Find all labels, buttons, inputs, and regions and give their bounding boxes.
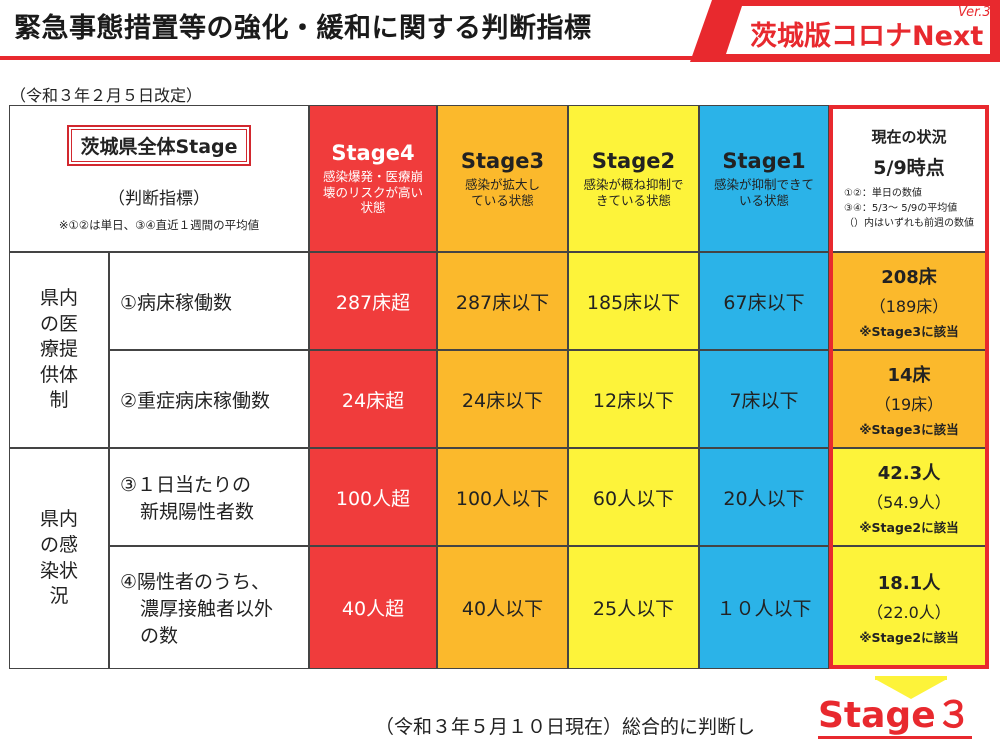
r4-stage2-value: 25人以下 bbox=[592, 598, 675, 620]
r4-stage3: 40人以下 bbox=[437, 546, 568, 669]
current-note-1: ①②：単日の数値 bbox=[844, 188, 922, 199]
r4-stage1-value: １０人以下 bbox=[716, 598, 812, 620]
r3-current: 42.3人 （54.9人） ※Stage2に該当 bbox=[829, 448, 989, 546]
r4-stage1: １０人以下 bbox=[699, 546, 829, 669]
current-status-notes: ①②：単日の数値 ③④：5/3～ 5/9の平均値 （）内はいずれも前週の数値 bbox=[844, 186, 974, 231]
r3-stage4: 100人超 bbox=[309, 448, 437, 546]
r2-stage4-value: 24床超 bbox=[341, 389, 405, 412]
criteria-note: ※①②は単日、③④直近１週間の平均値 bbox=[58, 217, 260, 232]
r2-status-tag: ※Stage3に該当 bbox=[859, 421, 959, 437]
stage4-header: Stage4 感染爆発・医療崩壊のリスクが高い状態 bbox=[309, 105, 437, 252]
indicator-3-line2: 新規陽性者数 bbox=[140, 501, 255, 523]
r2-current-value: 14床 bbox=[887, 364, 931, 386]
indicator-2-label: ②重症病床稼働数 bbox=[120, 389, 271, 412]
down-arrow-icon bbox=[875, 679, 947, 699]
r2-current: 14床 （19床） ※Stage3に該当 bbox=[829, 350, 989, 448]
r1-stage2: 185床以下 bbox=[568, 252, 699, 350]
indicator-4-line3: の数 bbox=[140, 625, 179, 647]
r3-stage4-value: 100人超 bbox=[335, 487, 411, 510]
brand-banner: 茨城版コロナNext Ver.3 bbox=[690, 0, 1000, 62]
stage4-title: Stage4 bbox=[331, 141, 415, 166]
r1-previous-value: （189床） bbox=[869, 296, 949, 316]
current-note-2: ③④：5/3～ 5/9の平均値 bbox=[844, 203, 958, 214]
group-medical-text: 県内の医療提供体制 bbox=[39, 286, 78, 412]
r2-stage4: 24床超 bbox=[309, 350, 437, 448]
indicator-4-line1: ④陽性者のうち、 bbox=[120, 571, 271, 593]
indicator-row-3: ③１日当たりの 新規陽性者数 bbox=[109, 448, 309, 546]
indicator-3-line1: ③１日当たりの bbox=[120, 474, 252, 496]
stage2-title: Stage2 bbox=[591, 148, 676, 173]
r1-status-tag: ※Stage3に該当 bbox=[859, 323, 959, 339]
stage1-desc: 感染が抑制できている状態 bbox=[714, 176, 815, 208]
r2-stage2-value: 12床以下 bbox=[592, 389, 675, 412]
r4-stage3-value: 40人以下 bbox=[461, 598, 544, 620]
r3-current-value: 42.3人 bbox=[877, 462, 941, 484]
current-status-title: 現在の状況 bbox=[871, 128, 947, 146]
stage1-title: Stage1 bbox=[722, 148, 806, 173]
title-underline bbox=[0, 56, 700, 60]
group-infection-text: 県内の感染状況 bbox=[39, 508, 78, 608]
current-status-header: 現在の状況 5/9時点 ①②：単日の数値 ③④：5/3～ 5/9の平均値 （）内… bbox=[829, 105, 989, 252]
r3-stage2: 60人以下 bbox=[568, 448, 699, 546]
stage3-desc: 感染が拡大している状態 bbox=[464, 176, 540, 208]
stage2-desc: 感染が概ね抑制できている状態 bbox=[583, 176, 684, 208]
r1-stage3-value: 287床以下 bbox=[455, 291, 550, 314]
r1-stage2-value: 185床以下 bbox=[586, 291, 681, 314]
r3-previous-value: （54.9人） bbox=[867, 492, 951, 512]
r2-stage1-value: 7床以下 bbox=[729, 389, 799, 412]
r3-stage1-value: 20人以下 bbox=[723, 487, 805, 510]
r1-stage4: 287床超 bbox=[309, 252, 437, 350]
indicator-4-line2: 濃厚接触者以外 bbox=[140, 598, 274, 620]
r3-stage3-value: 100人以下 bbox=[455, 487, 550, 510]
r1-stage1-value: 67床以下 bbox=[723, 291, 805, 314]
indicator-row-4: ④陽性者のうち、 濃厚接触者以外 の数 bbox=[109, 546, 309, 669]
indicator-row-1: ①病床稼働数 bbox=[109, 252, 309, 350]
r2-stage2: 12床以下 bbox=[568, 350, 699, 448]
r4-previous-value: （22.0人） bbox=[867, 603, 951, 622]
corner-header-cell: 茨城県全体Stage （判断指標） ※①②は単日、③④直近１週間の平均値 bbox=[9, 105, 309, 252]
r4-stage2: 25人以下 bbox=[568, 546, 699, 669]
group-infection-label: 県内の感染状況 bbox=[9, 448, 109, 669]
r4-stage4: 40人超 bbox=[309, 546, 437, 669]
page-title: 緊急事態措置等の強化・緩和に関する判断指標 bbox=[14, 13, 592, 44]
indicator-row-2: ②重症病床稼働数 bbox=[109, 350, 309, 448]
r3-status-tag: ※Stage2に該当 bbox=[859, 519, 959, 535]
current-note-3: （）内はいずれも前週の数値 bbox=[844, 218, 974, 229]
indicator-1-label: ①病床稼働数 bbox=[120, 291, 233, 314]
stage2-header: Stage2 感染が概ね抑制できている状態 bbox=[568, 105, 699, 252]
group-medical-label: 県内の医療提供体制 bbox=[9, 252, 109, 448]
r4-status-tag: ※Stage2に該当 bbox=[859, 630, 959, 645]
conclusion-stage: Stage３ bbox=[818, 696, 972, 739]
brand-name: 茨城版コロナNext bbox=[750, 21, 984, 52]
r2-stage3-value: 24床以下 bbox=[461, 389, 544, 412]
brand-version: Ver.3 bbox=[958, 5, 991, 20]
r1-current: 208床 （189床） ※Stage3に該当 bbox=[829, 252, 989, 350]
r3-stage1: 20人以下 bbox=[699, 448, 829, 546]
r3-stage3: 100人以下 bbox=[437, 448, 568, 546]
revision-note: （令和３年２月５日改定） bbox=[10, 86, 203, 105]
current-status-date: 5/9時点 bbox=[873, 157, 945, 179]
stage3-title: Stage3 bbox=[460, 148, 545, 173]
r3-stage2-value: 60人以下 bbox=[592, 487, 675, 510]
r4-current: 18.1人 （22.0人） ※Stage2に該当 bbox=[829, 546, 989, 669]
r4-current-value: 18.1人 bbox=[877, 573, 941, 594]
r1-stage3: 287床以下 bbox=[437, 252, 568, 350]
prefecture-stage-badge-label: 茨城県全体Stage bbox=[71, 128, 247, 162]
r1-current-value: 208床 bbox=[881, 266, 937, 288]
criteria-label: （判断指標） bbox=[108, 188, 210, 209]
conclusion-text: （令和３年５月１０日現在）総合的に判断し bbox=[375, 716, 756, 738]
down-arrow-top bbox=[875, 676, 947, 680]
stage1-header: Stage1 感染が抑制できている状態 bbox=[699, 105, 829, 252]
r4-stage4-value: 40人超 bbox=[341, 598, 405, 620]
prefecture-stage-badge: 茨城県全体Stage bbox=[67, 124, 251, 166]
r1-stage1: 67床以下 bbox=[699, 252, 829, 350]
r2-previous-value: （19床） bbox=[874, 394, 944, 414]
r2-stage1: 7床以下 bbox=[699, 350, 829, 448]
r1-stage4-value: 287床超 bbox=[335, 291, 411, 314]
r2-stage3: 24床以下 bbox=[437, 350, 568, 448]
brand-white-band bbox=[726, 6, 990, 54]
stage4-desc: 感染爆発・医療崩壊のリスクが高い状態 bbox=[322, 169, 423, 216]
stage3-header: Stage3 感染が拡大している状態 bbox=[437, 105, 568, 252]
